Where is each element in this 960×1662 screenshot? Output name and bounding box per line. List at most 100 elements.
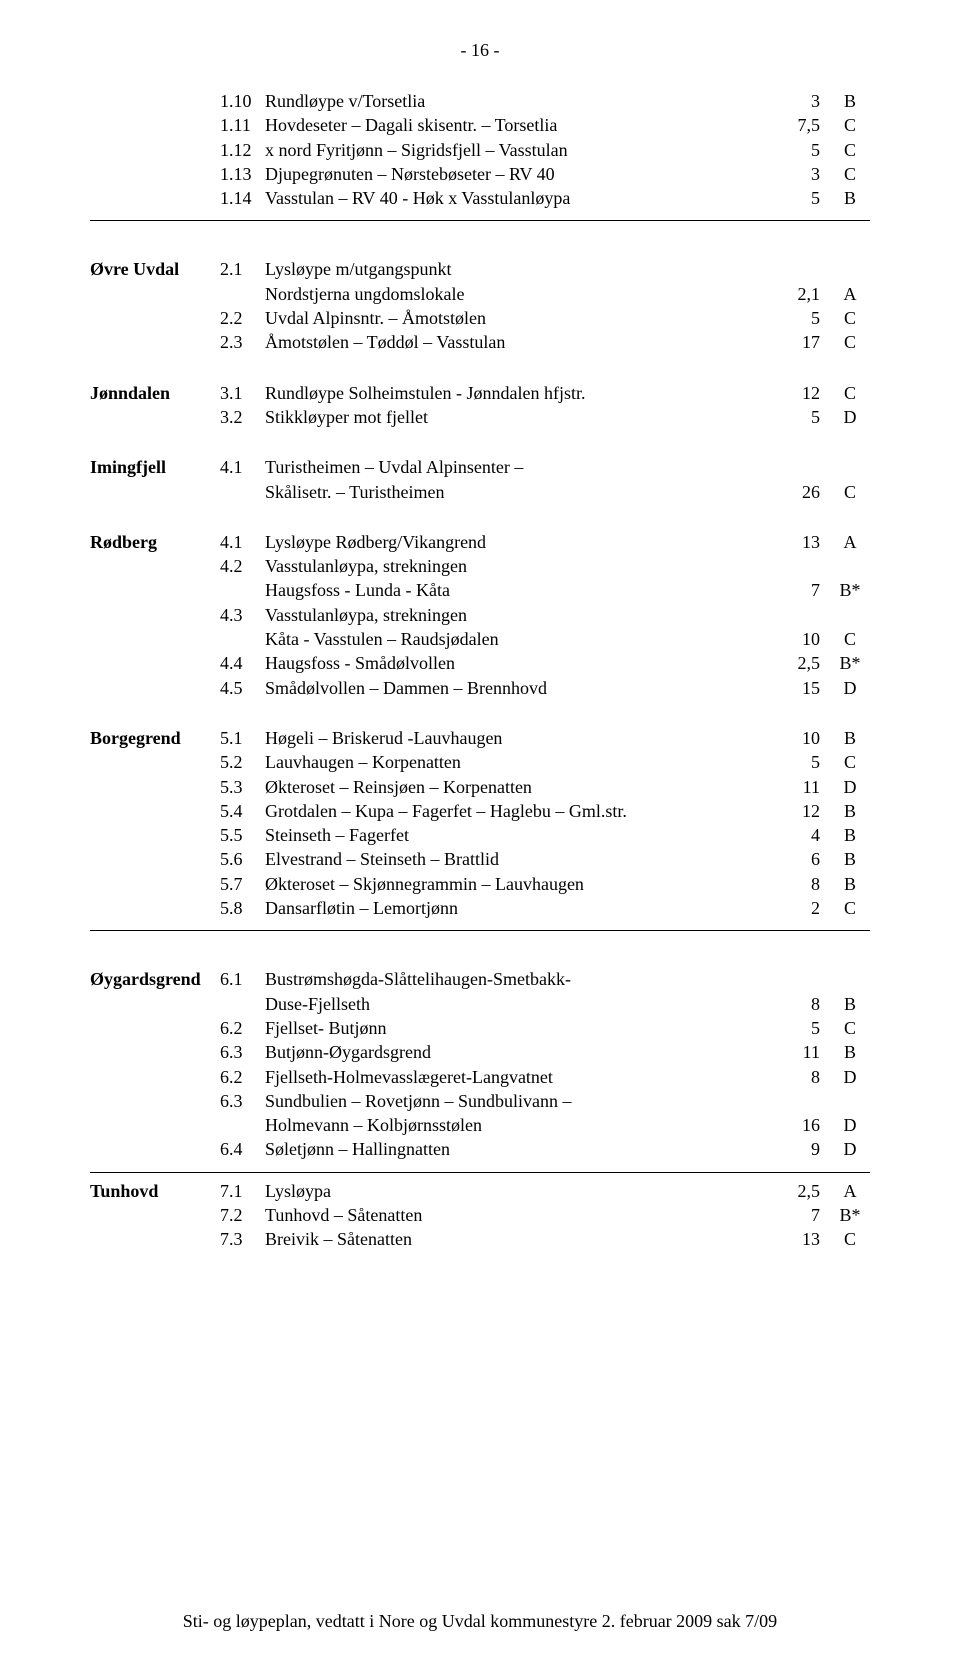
row-description: Grotdalen – Kupa – Fagerfet – Haglebu – … bbox=[265, 799, 780, 823]
table-row: 1.13Djupegrønuten – Nørstebøseter – RV 4… bbox=[90, 162, 870, 186]
row-value: 8 bbox=[780, 992, 820, 1016]
row-description: Økteroset – Reinsjøen – Korpenatten bbox=[265, 775, 780, 799]
row-grade: C bbox=[820, 330, 870, 354]
row-description: Turistheimen – Uvdal Alpinsenter – bbox=[265, 455, 780, 479]
table-row: 1.11Hovdeseter – Dagali skisentr. – Tors… bbox=[90, 113, 870, 137]
row-number: 6.2 bbox=[220, 1016, 265, 1040]
row-value: 9 bbox=[780, 1137, 820, 1161]
row-value: 6 bbox=[780, 847, 820, 871]
row-value: 3 bbox=[780, 89, 820, 113]
row-value: 10 bbox=[780, 726, 820, 750]
row-description: Haugsfoss - Lunda - Kåta bbox=[265, 578, 780, 602]
row-grade: A bbox=[820, 1179, 870, 1203]
row-number: 2.2 bbox=[220, 306, 265, 330]
table-row: Skålisetr. – Turistheimen26C bbox=[90, 480, 870, 504]
row-grade: B bbox=[820, 823, 870, 847]
table-row: 5.2Lauvhaugen – Korpenatten5C bbox=[90, 750, 870, 774]
section-heading: Tunhovd bbox=[90, 1179, 220, 1203]
row-description: Sundbulien – Rovetjønn – Sundbulivann – bbox=[265, 1089, 780, 1113]
table-row: 5.8Dansarfløtin – Lemortjønn2C bbox=[90, 896, 870, 920]
table-row: 6.2Fjellset- Butjønn5C bbox=[90, 1016, 870, 1040]
table-row: Tunhovd7.1Lysløypa2,5A bbox=[90, 1179, 870, 1203]
table-row: 1.14Vasstulan – RV 40 - Høk x Vasstulanl… bbox=[90, 186, 870, 210]
section-heading: Jønndalen bbox=[90, 381, 220, 405]
section: Øygardsgrend6.1Bustrømshøgda-Slåttelihau… bbox=[90, 967, 870, 1161]
row-number: 1.12 bbox=[220, 138, 265, 162]
row-number: 3.1 bbox=[220, 381, 265, 405]
row-value: 8 bbox=[780, 872, 820, 896]
table-row: Rødberg4.1Lysløype Rødberg/Vikangrend13A bbox=[90, 530, 870, 554]
section-heading: Borgegrend bbox=[90, 726, 220, 750]
section: Tunhovd7.1Lysløypa2,5A7.2Tunhovd – Såten… bbox=[90, 1179, 870, 1252]
section: Øvre Uvdal2.1Lysløype m/utgangspunktNord… bbox=[90, 257, 870, 354]
document-page: - 16 - 1.10Rundløype v/Torsetlia3B1.11Ho… bbox=[0, 0, 960, 1662]
row-grade: C bbox=[820, 306, 870, 330]
row-description: Lysløype m/utgangspunkt bbox=[265, 257, 780, 281]
row-grade: D bbox=[820, 775, 870, 799]
row-value: 8 bbox=[780, 1065, 820, 1089]
row-description: Fjellseth-Holmevasslægeret-Langvatnet bbox=[265, 1065, 780, 1089]
spacer bbox=[90, 365, 870, 381]
row-grade: D bbox=[820, 1137, 870, 1161]
row-description: Vasstulanløypa, strekningen bbox=[265, 603, 780, 627]
row-number: 6.3 bbox=[220, 1040, 265, 1064]
row-number: 1.10 bbox=[220, 89, 265, 113]
table-row: Nordstjerna ungdomslokale2,1A bbox=[90, 282, 870, 306]
row-number: 4.1 bbox=[220, 455, 265, 479]
row-value: 26 bbox=[780, 480, 820, 504]
table-row: 4.2Vasstulanløypa, strekningen bbox=[90, 554, 870, 578]
table-row: 6.4Søletjønn – Hallingnatten9D bbox=[90, 1137, 870, 1161]
row-value: 5 bbox=[780, 138, 820, 162]
table-row: 6.2Fjellseth-Holmevasslægeret-Langvatnet… bbox=[90, 1065, 870, 1089]
row-value: 13 bbox=[780, 530, 820, 554]
spacer bbox=[90, 241, 870, 257]
row-grade: C bbox=[820, 896, 870, 920]
row-value: 2,5 bbox=[780, 651, 820, 675]
row-description: Holmevann – Kolbjørnsstølen bbox=[265, 1113, 780, 1137]
row-value: 11 bbox=[780, 1040, 820, 1064]
table-row: 1.12x nord Fyritjønn – Sigridsfjell – Va… bbox=[90, 138, 870, 162]
row-value: 5 bbox=[780, 306, 820, 330]
row-number: 1.13 bbox=[220, 162, 265, 186]
row-grade: A bbox=[820, 530, 870, 554]
section: Rødberg4.1Lysløype Rødberg/Vikangrend13A… bbox=[90, 530, 870, 700]
row-description: Dansarfløtin – Lemortjønn bbox=[265, 896, 780, 920]
row-value: 12 bbox=[780, 799, 820, 823]
table-row: 7.3Breivik – Såtenatten13C bbox=[90, 1227, 870, 1251]
divider bbox=[90, 930, 870, 931]
spacer bbox=[90, 710, 870, 726]
row-description: Hovdeseter – Dagali skisentr. – Torsetli… bbox=[265, 113, 780, 137]
row-number: 4.2 bbox=[220, 554, 265, 578]
row-description: Smådølvollen – Dammen – Brennhovd bbox=[265, 676, 780, 700]
row-value: 13 bbox=[780, 1227, 820, 1251]
row-value: 2,5 bbox=[780, 1179, 820, 1203]
table-row: 6.3Butjønn-Øygardsgrend11B bbox=[90, 1040, 870, 1064]
table-row: 5.3Økteroset – Reinsjøen – Korpenatten11… bbox=[90, 775, 870, 799]
row-description: Vasstulan – RV 40 - Høk x Vasstulanløypa bbox=[265, 186, 780, 210]
row-value: 16 bbox=[780, 1113, 820, 1137]
row-grade: B bbox=[820, 186, 870, 210]
row-grade: C bbox=[820, 627, 870, 651]
page-number: - 16 - bbox=[90, 40, 870, 61]
table-row: 3.2Stikkløyper mot fjellet5D bbox=[90, 405, 870, 429]
table-row: Borgegrend5.1Høgeli – Briskerud -Lauvhau… bbox=[90, 726, 870, 750]
row-grade: B bbox=[820, 799, 870, 823]
row-grade: B bbox=[820, 1040, 870, 1064]
row-description: Økteroset – Skjønnegrammin – Lauvhaugen bbox=[265, 872, 780, 896]
table-row: Holmevann – Kolbjørnsstølen16D bbox=[90, 1113, 870, 1137]
section: Borgegrend5.1Høgeli – Briskerud -Lauvhau… bbox=[90, 726, 870, 920]
table-row: Jønndalen3.1Rundløype Solheimstulen - Jø… bbox=[90, 381, 870, 405]
row-grade: B* bbox=[820, 578, 870, 602]
row-grade: C bbox=[820, 750, 870, 774]
row-number: 5.2 bbox=[220, 750, 265, 774]
row-value: 2 bbox=[780, 896, 820, 920]
row-grade: B bbox=[820, 89, 870, 113]
row-description: x nord Fyritjønn – Sigridsfjell – Vasstu… bbox=[265, 138, 780, 162]
row-description: Vasstulanløypa, strekningen bbox=[265, 554, 780, 578]
row-value: 2,1 bbox=[780, 282, 820, 306]
row-description: Søletjønn – Hallingnatten bbox=[265, 1137, 780, 1161]
row-description: Lysløype Rødberg/Vikangrend bbox=[265, 530, 780, 554]
row-number: 2.1 bbox=[220, 257, 265, 281]
row-description: Lauvhaugen – Korpenatten bbox=[265, 750, 780, 774]
divider bbox=[90, 1172, 870, 1173]
